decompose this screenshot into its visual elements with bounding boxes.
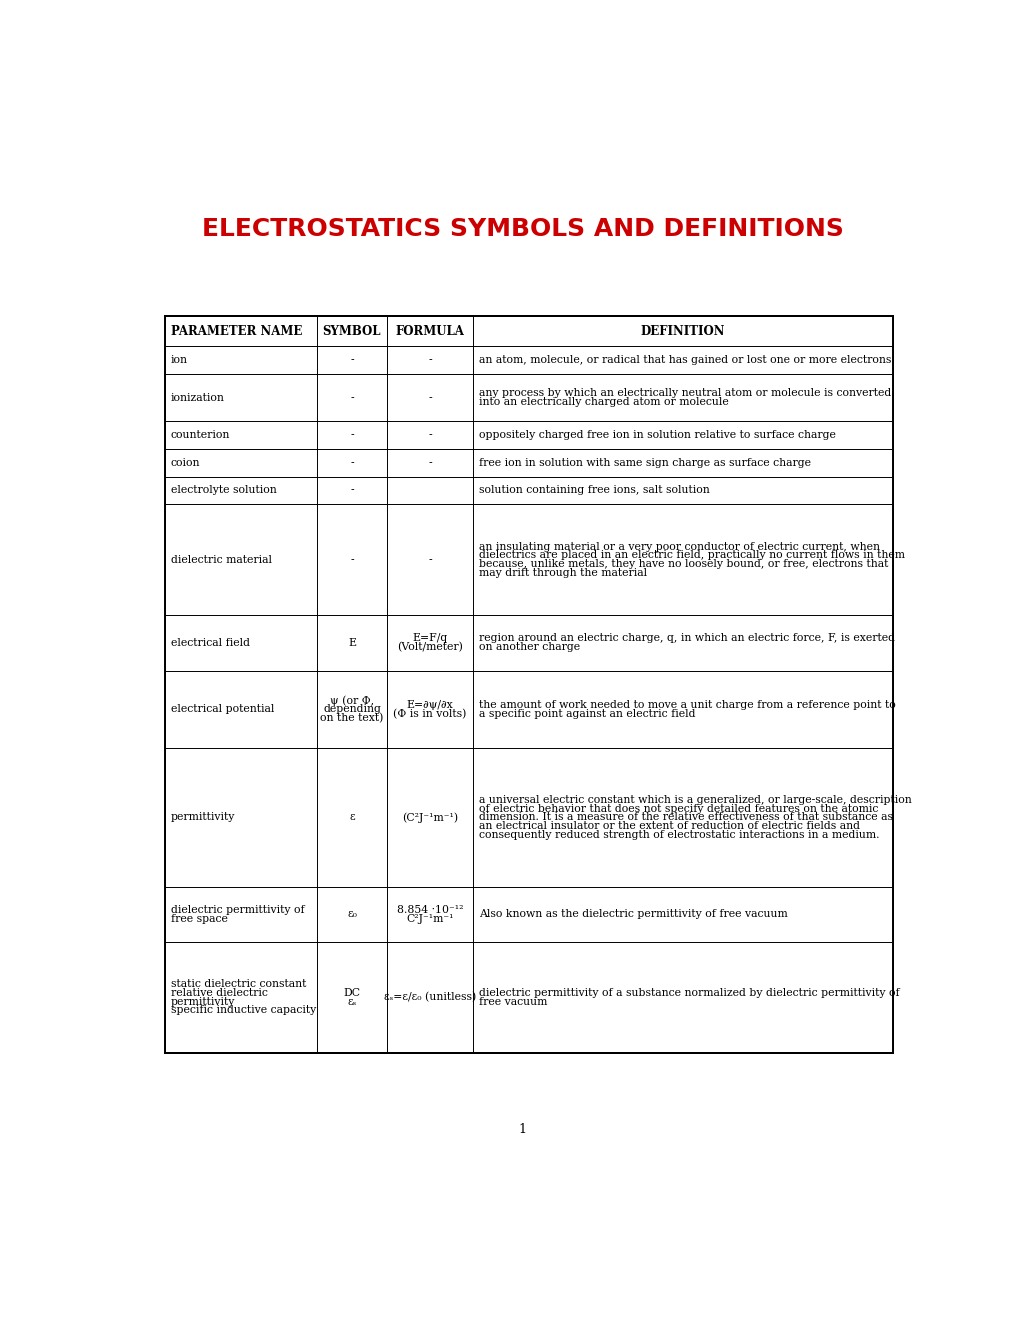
Text: electrolyte solution: electrolyte solution [171,486,276,495]
Text: C²J⁻¹m⁻¹: C²J⁻¹m⁻¹ [406,913,453,924]
Text: -: - [428,355,432,366]
Text: DEFINITION: DEFINITION [640,325,725,338]
Text: coion: coion [171,458,201,467]
Text: permittivity: permittivity [171,997,235,1007]
Text: εₛ: εₛ [347,997,357,1007]
Text: -: - [428,458,432,467]
Text: ELECTROSTATICS SYMBOLS AND DEFINITIONS: ELECTROSTATICS SYMBOLS AND DEFINITIONS [202,218,843,242]
Text: an atom, molecule, or radical that has gained or lost one or more electrons: an atom, molecule, or radical that has g… [478,355,891,366]
Text: E: E [347,638,356,648]
Text: ionization: ionization [171,392,224,403]
Text: into an electrically charged atom or molecule: into an electrically charged atom or mol… [478,397,728,407]
Bar [165,315,892,1053]
Text: E=F/q: E=F/q [412,634,447,643]
Text: (C²J⁻¹m⁻¹): (C²J⁻¹m⁻¹) [401,812,458,822]
Text: counterion: counterion [171,430,230,440]
Text: (Volt/meter): (Volt/meter) [396,642,463,652]
Text: DC: DC [343,989,360,998]
Text: -: - [350,355,354,366]
Text: -: - [428,554,432,565]
Text: ε₀: ε₀ [346,909,357,919]
Text: on the text): on the text) [320,713,383,723]
Text: -: - [428,430,432,440]
Text: because, unlike metals, they have no loosely bound, or free, electrons that: because, unlike metals, they have no loo… [478,560,888,569]
Text: E=∂ψ/∂x: E=∂ψ/∂x [407,700,453,710]
Text: on another charge: on another charge [478,643,579,652]
Text: a universal electric constant which is a generalized, or large-scale, descriptio: a universal electric constant which is a… [478,795,910,805]
Text: -: - [428,392,432,403]
Text: an electrical insulator or the extent of reduction of electric fields and: an electrical insulator or the extent of… [478,821,859,832]
Text: relative dielectric: relative dielectric [171,989,268,998]
Text: dimension. It is a measure of the relative effectiveness of that substance as: dimension. It is a measure of the relati… [478,812,892,822]
Text: specific inductive capacity: specific inductive capacity [171,1006,316,1015]
Text: free vacuum: free vacuum [478,997,546,1007]
Text: free ion in solution with same sign charge as surface charge: free ion in solution with same sign char… [478,458,810,467]
Text: of electric behavior that does not specify detailed features on the atomic: of electric behavior that does not speci… [478,804,877,813]
Text: -: - [350,554,354,565]
Text: free space: free space [171,913,227,924]
Text: static dielectric constant: static dielectric constant [171,979,306,990]
Text: -: - [350,458,354,467]
Text: 1: 1 [519,1122,526,1135]
Text: (Φ is in volts): (Φ is in volts) [393,709,467,719]
Text: permittivity: permittivity [171,812,235,822]
Text: dielectric permittivity of a substance normalized by dielectric permittivity of: dielectric permittivity of a substance n… [478,989,899,998]
Text: depending: depending [323,705,380,714]
Text: SYMBOL: SYMBOL [322,325,381,338]
Text: ψ (or Φ,: ψ (or Φ, [329,696,374,706]
Text: region around an electric charge, q, in which an electric force, F, is exerted: region around an electric charge, q, in … [478,634,894,643]
Text: any process by which an electrically neutral atom or molecule is converted: any process by which an electrically neu… [478,388,890,399]
Text: -: - [350,486,354,495]
Text: -: - [350,430,354,440]
Text: ion: ion [171,355,187,366]
Text: an insulating material or a very poor conductor of electric current, when: an insulating material or a very poor co… [478,541,878,552]
Text: the amount of work needed to move a unit charge from a reference point to: the amount of work needed to move a unit… [478,700,895,710]
Text: solution containing free ions, salt solution: solution containing free ions, salt solu… [478,486,708,495]
Text: electrical field: electrical field [171,638,250,648]
Text: FORMULA: FORMULA [395,325,464,338]
Text: consequently reduced strength of electrostatic interactions in a medium.: consequently reduced strength of electro… [478,830,878,840]
Text: -: - [350,392,354,403]
Text: dielectrics are placed in an electric field, practically no current flows in the: dielectrics are placed in an electric fi… [478,550,904,561]
Text: PARAMETER NAME: PARAMETER NAME [171,325,302,338]
Text: oppositely charged free ion in solution relative to surface charge: oppositely charged free ion in solution … [478,430,835,440]
Text: 8.854 ·10⁻¹²: 8.854 ·10⁻¹² [396,906,463,915]
Text: Also known as the dielectric permittivity of free vacuum: Also known as the dielectric permittivit… [478,909,787,919]
Text: may drift through the material: may drift through the material [478,568,646,578]
Text: dielectric material: dielectric material [171,554,272,565]
Text: εₛ=ε/ε₀ (unitless): εₛ=ε/ε₀ (unitless) [384,993,476,1003]
Text: electrical potential: electrical potential [171,705,274,714]
Text: ε: ε [348,812,355,822]
Text: a specific point against an electric field: a specific point against an electric fie… [478,709,694,718]
Text: dielectric permittivity of: dielectric permittivity of [171,906,305,915]
